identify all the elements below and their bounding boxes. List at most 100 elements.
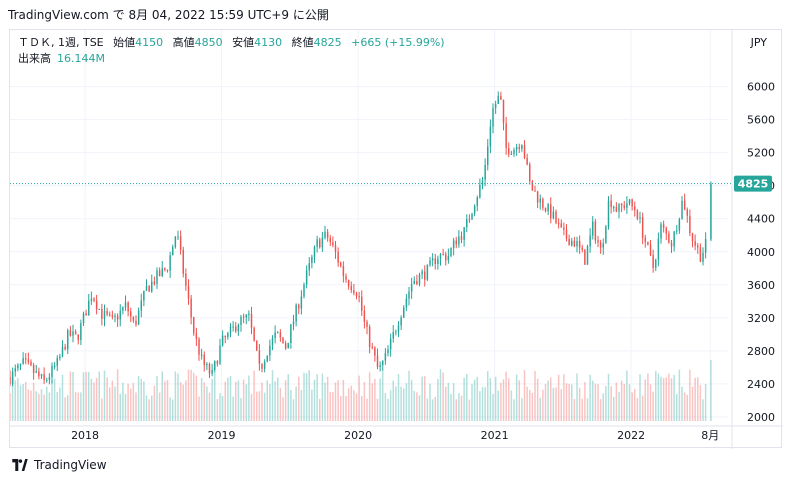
candle-body — [271, 338, 274, 346]
volume-bar — [130, 388, 132, 421]
candle-body — [122, 307, 124, 311]
volume-bar — [324, 382, 326, 421]
candle-body — [581, 247, 583, 250]
volume-bar — [374, 378, 376, 421]
candle-body — [410, 284, 413, 292]
volume-bar — [61, 374, 64, 421]
volume-bar — [164, 381, 166, 421]
candle-body — [43, 374, 45, 381]
candle-body — [30, 361, 32, 366]
candle-body — [250, 313, 253, 328]
volume-bar — [69, 371, 72, 421]
candle-body — [510, 153, 513, 155]
volume-bar — [623, 383, 625, 421]
volume-bar — [311, 389, 313, 421]
candle-body — [476, 197, 478, 206]
candle-body — [628, 199, 631, 204]
volume-bar — [439, 369, 442, 421]
price-chart[interactable]: 2000240028003200360040004400480052005600… — [10, 30, 783, 449]
candle-body — [442, 254, 444, 256]
candle-body — [557, 223, 560, 225]
volume-bar — [190, 369, 192, 421]
volume-bar — [563, 374, 565, 421]
volume-bar — [329, 392, 331, 421]
volume-bar — [410, 379, 413, 421]
volume-bar — [53, 378, 56, 421]
volume-bar — [424, 376, 426, 421]
volume-bar — [584, 382, 586, 421]
candle-body — [287, 343, 289, 349]
volume-bar — [143, 381, 145, 421]
chart-frame[interactable]: 2000240028003200360040004400480052005600… — [9, 29, 783, 449]
volume-bar — [594, 383, 597, 421]
candle-body — [439, 254, 442, 259]
volume-bar — [610, 386, 612, 421]
volume-bar — [274, 381, 276, 421]
open-value: 4150 — [135, 36, 164, 49]
candle-body — [405, 298, 408, 308]
volume-bar — [169, 397, 171, 421]
candle-body — [447, 255, 450, 261]
volume-bar — [513, 399, 515, 421]
volume-bar — [174, 371, 177, 421]
volume-bar — [145, 395, 148, 421]
volume-bar — [505, 371, 507, 421]
y-tick-label: 3200 — [747, 312, 775, 325]
candle-body — [235, 326, 237, 332]
volume-bar — [116, 369, 119, 421]
volume-bar — [135, 392, 137, 421]
candle-body — [534, 190, 536, 192]
candle-body — [639, 217, 641, 219]
candle-body — [529, 164, 531, 182]
volume-bar — [72, 371, 74, 421]
footer-branding[interactable]: TradingView — [10, 458, 107, 472]
volume-bar — [109, 387, 111, 421]
candle-body — [69, 330, 72, 336]
candle-body — [40, 374, 43, 377]
candle-body — [387, 349, 389, 354]
volume-bar — [387, 398, 389, 421]
volume-bar — [405, 383, 408, 421]
volume-bar — [101, 398, 103, 421]
close-value: 4825 — [313, 36, 342, 49]
volume-bar — [681, 386, 683, 421]
y-tick-label: 4400 — [747, 213, 775, 226]
candle-body — [623, 205, 625, 208]
candle-body — [324, 231, 326, 238]
volume-bar — [413, 390, 415, 421]
candle-body — [203, 354, 205, 366]
volume-bar — [605, 386, 607, 421]
volume-bar — [148, 399, 150, 421]
candle-body — [279, 332, 282, 338]
volume-bar — [10, 393, 11, 421]
volume-bar — [292, 399, 295, 421]
candle-body — [35, 371, 37, 373]
candle-body — [421, 271, 423, 275]
candle-body — [292, 321, 295, 325]
volume-bar — [219, 393, 221, 421]
volume-bar — [337, 380, 339, 421]
volume-bar — [363, 381, 366, 421]
candle-body — [224, 335, 226, 338]
candle-body — [329, 237, 331, 243]
volume-bar — [487, 371, 489, 421]
volume-bar — [568, 383, 570, 421]
candle-body — [452, 240, 455, 249]
candle-body — [326, 231, 329, 238]
volume-bar — [510, 390, 513, 421]
publish-caption: TradingView.com で 8月 04, 2022 15:59 UTC+… — [8, 8, 329, 22]
candle-body — [67, 330, 69, 350]
volume-bar — [124, 393, 127, 421]
volume-bar — [290, 389, 292, 421]
volume-bar — [437, 379, 439, 421]
volume-bar — [416, 392, 418, 421]
volume-bar — [678, 369, 681, 421]
volume-bar — [523, 370, 526, 421]
candle-body — [634, 206, 636, 211]
volume-bar — [19, 385, 22, 421]
candle-body — [400, 317, 402, 326]
low-value: 4130 — [254, 36, 283, 49]
volume-bar — [216, 398, 219, 421]
volume-bar — [22, 384, 24, 421]
candle-body — [613, 207, 615, 209]
